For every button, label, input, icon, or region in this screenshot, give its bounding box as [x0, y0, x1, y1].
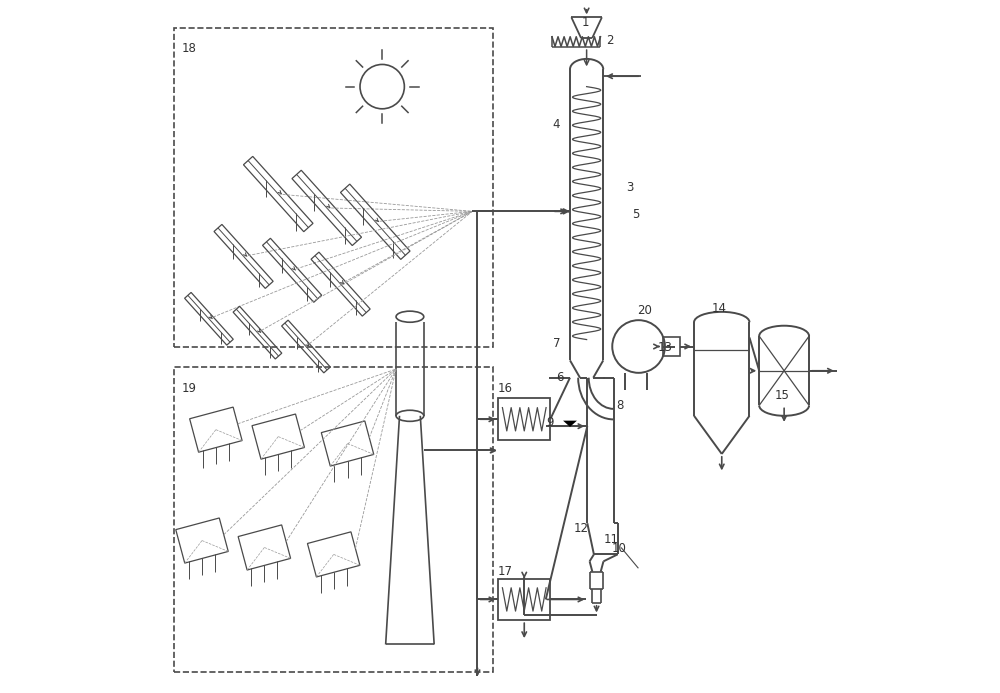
Text: 10: 10 [612, 543, 626, 555]
Text: 3: 3 [626, 181, 634, 193]
Polygon shape [563, 421, 577, 427]
Bar [663, 337, 680, 356]
Bar [174, 28, 493, 346]
Text: 19: 19 [181, 382, 196, 394]
Text: 14: 14 [712, 302, 727, 315]
Ellipse shape [396, 410, 424, 421]
Text: 1: 1 [582, 17, 589, 29]
Bar [174, 367, 493, 672]
Text: 11: 11 [603, 533, 618, 545]
Bar [498, 579, 550, 620]
Text: 12: 12 [574, 522, 589, 534]
Text: 16: 16 [498, 382, 513, 394]
Text: 15: 15 [774, 389, 789, 401]
Text: 13: 13 [658, 342, 673, 354]
Ellipse shape [396, 311, 424, 322]
Text: 5: 5 [632, 209, 639, 221]
Text: 2: 2 [606, 34, 614, 46]
Text: 6: 6 [556, 371, 564, 384]
Text: 8: 8 [616, 399, 624, 412]
Text: 4: 4 [552, 119, 559, 131]
Text: 18: 18 [181, 42, 196, 55]
Bar [498, 398, 550, 440]
Text: 20: 20 [637, 304, 652, 317]
Text: 7: 7 [553, 337, 560, 349]
Text: 9: 9 [546, 416, 554, 429]
Text: 17: 17 [498, 565, 513, 578]
